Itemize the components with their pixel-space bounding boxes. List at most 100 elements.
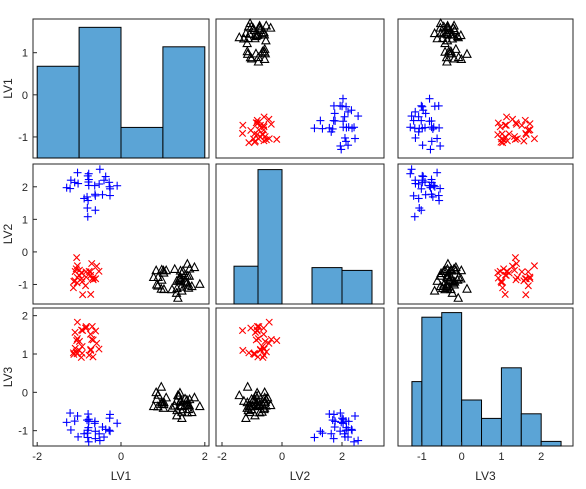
point-plus xyxy=(436,184,445,193)
point-triangle xyxy=(171,287,182,297)
x-tick-label: 0 xyxy=(459,451,465,463)
point-plus xyxy=(95,436,104,445)
point-cross xyxy=(70,350,78,358)
point-cross xyxy=(261,132,269,141)
x-tick-label: 1 xyxy=(498,451,504,463)
point-cross xyxy=(75,337,84,345)
point-plus xyxy=(338,414,347,423)
point-triangle xyxy=(440,46,451,56)
point-cross xyxy=(260,137,268,145)
point-cross xyxy=(260,330,268,338)
point-plus xyxy=(90,190,99,199)
point-triangle xyxy=(449,20,459,30)
point-cross xyxy=(273,336,281,345)
point-cross xyxy=(501,121,509,129)
point-plus xyxy=(417,184,426,193)
point-plus xyxy=(70,417,79,426)
point-cross xyxy=(526,120,534,128)
point-cross xyxy=(69,284,78,292)
point-plus xyxy=(84,423,93,432)
point-plus xyxy=(327,127,336,136)
point-plus xyxy=(84,177,93,186)
point-plus xyxy=(316,427,325,436)
panel-lv3-vs-lv2: -2 0 2 xyxy=(215,307,385,463)
point-triangle xyxy=(234,389,245,400)
point-cross xyxy=(88,322,96,331)
y-tick-label: -1 xyxy=(18,426,28,438)
point-cross xyxy=(95,267,103,275)
point-cross xyxy=(522,291,530,299)
point-plus xyxy=(95,180,104,189)
point-cross xyxy=(526,274,534,283)
x-axis-label: LV3 xyxy=(475,469,496,483)
point-plus xyxy=(329,410,338,419)
point-plus xyxy=(417,101,426,110)
point-cross xyxy=(78,349,86,357)
point-cross xyxy=(522,130,530,139)
point-cross xyxy=(265,318,273,326)
point-plus xyxy=(338,102,347,111)
point-cross xyxy=(253,322,262,331)
point-plus xyxy=(425,94,434,103)
point-plus xyxy=(430,102,439,111)
point-triangle xyxy=(172,292,183,302)
point-triangle xyxy=(242,45,253,56)
point-cross xyxy=(239,121,247,129)
point-cross xyxy=(73,262,81,270)
point-plus xyxy=(414,180,423,189)
point-plus xyxy=(409,116,418,125)
y-tick-label: 0 xyxy=(22,387,28,399)
point-cross xyxy=(260,351,268,359)
point-cross xyxy=(79,291,87,299)
point-cross xyxy=(267,335,275,343)
point-cross xyxy=(93,262,101,270)
point-triangle xyxy=(445,45,456,56)
point-cross xyxy=(78,342,86,351)
point-triangle xyxy=(243,21,254,31)
point-triangle xyxy=(445,283,456,294)
point-plus xyxy=(105,191,114,200)
point-triangle xyxy=(440,37,450,48)
point-cross xyxy=(502,121,510,129)
point-plus xyxy=(342,123,351,132)
point-plus xyxy=(418,141,427,150)
point-plus xyxy=(411,176,420,185)
point-cross xyxy=(245,349,253,357)
x-axis-label: LV2 xyxy=(290,469,311,483)
panel-frame xyxy=(215,307,385,447)
point-cross xyxy=(75,266,84,274)
histogram-bar xyxy=(78,26,122,159)
point-plus xyxy=(73,411,82,420)
point-triangle xyxy=(156,398,167,408)
point-cross xyxy=(85,351,93,359)
point-cross xyxy=(500,265,508,273)
point-triangle xyxy=(259,26,269,37)
point-triangle xyxy=(194,278,205,288)
point-cross xyxy=(77,275,86,283)
point-triangle xyxy=(436,267,446,278)
point-plus xyxy=(428,192,437,201)
histogram-bar xyxy=(540,440,562,447)
point-plus xyxy=(354,436,363,445)
point-plus xyxy=(415,204,424,213)
histogram-bar xyxy=(441,312,463,447)
point-cross xyxy=(526,126,534,134)
point-plus xyxy=(418,176,427,185)
point-plus xyxy=(83,204,92,213)
point-plus xyxy=(340,133,349,142)
x-tick-label: -1 xyxy=(417,451,427,463)
point-plus xyxy=(84,410,93,419)
point-triangle xyxy=(153,271,164,282)
point-plus xyxy=(101,172,110,181)
x-tick-label: 2 xyxy=(202,451,208,463)
point-plus xyxy=(433,134,442,143)
point-cross xyxy=(494,119,502,127)
point-cross xyxy=(254,335,263,343)
point-cross xyxy=(251,350,259,358)
point-cross xyxy=(88,274,96,283)
point-triangle xyxy=(259,386,270,397)
point-triangle xyxy=(446,48,457,58)
point-triangle xyxy=(254,20,265,30)
histogram-bar xyxy=(162,46,206,159)
point-plus xyxy=(407,112,416,121)
